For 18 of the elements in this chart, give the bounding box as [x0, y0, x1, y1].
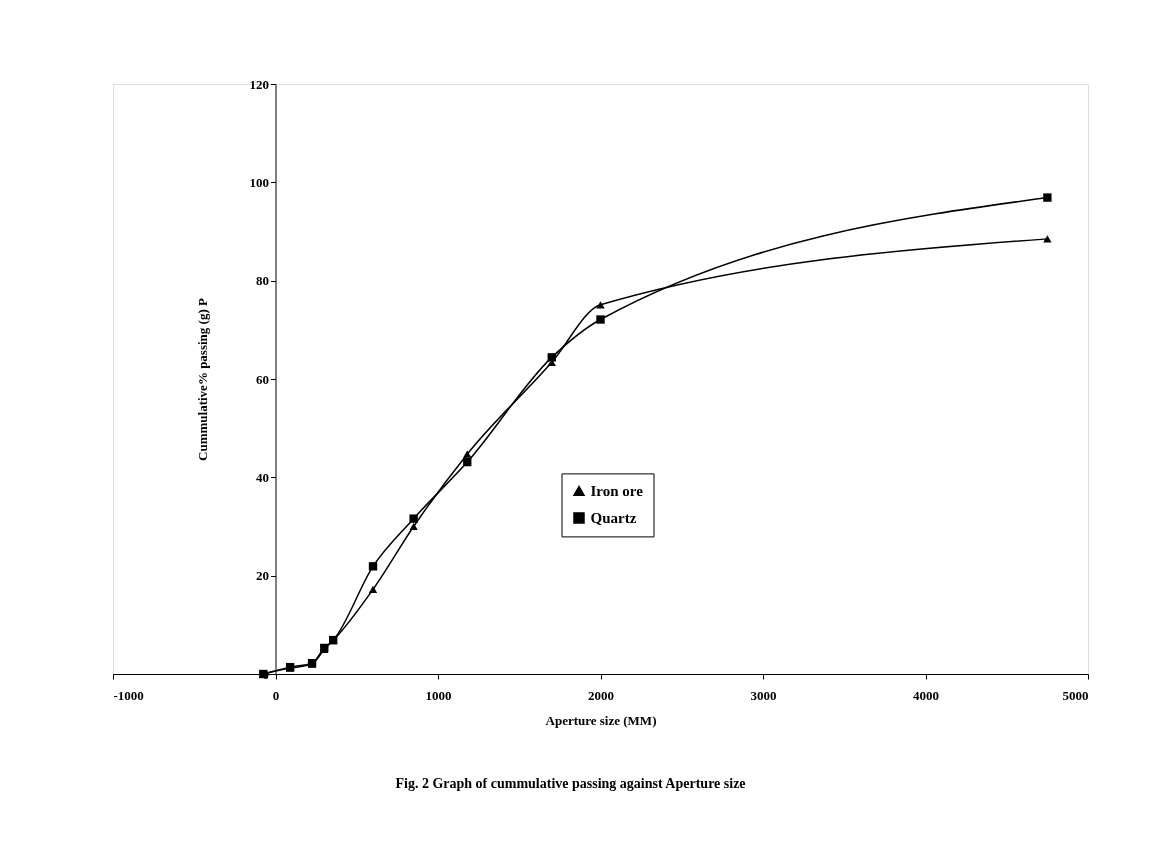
y-tick-label: 120	[249, 76, 269, 92]
y-tick-label: 20	[256, 568, 269, 584]
y-tick-label: 40	[256, 469, 269, 485]
x-axis-title: Aperture size (MM)	[545, 712, 657, 728]
caption: Fig. 2 Graph of cummulative passing against Aperture size	[395, 776, 746, 791]
x-tick-label: 2000	[588, 687, 614, 703]
x-tick-label: 3000	[750, 687, 777, 703]
x-tick-label: 1000	[425, 687, 452, 703]
x-tick-label: 5000	[1062, 687, 1089, 703]
legend-label: Quartz	[590, 509, 637, 526]
x-tick-label: 0	[272, 687, 280, 703]
legend-label: Iron ore	[590, 482, 644, 499]
y-axis-title: Cummulative% passing (g) P	[194, 298, 210, 461]
y-tick-label: 80	[256, 273, 269, 289]
y-tick-label: 60	[256, 371, 269, 387]
x-tick-label: -1000	[113, 687, 144, 703]
x-tick-label: 4000	[913, 687, 939, 703]
y-tick-label: 100	[249, 174, 269, 190]
